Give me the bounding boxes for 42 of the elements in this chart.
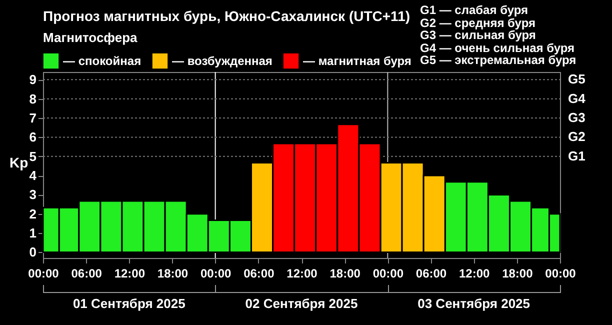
legend-label: — спокойная (63, 54, 142, 68)
chart-title: Прогноз магнитных бурь, Южно-Сахалинск (UTC+11) (43, 8, 410, 24)
text: G3 — сильная буря (420, 28, 536, 42)
text: G4 — очень сильная буря (420, 40, 575, 55)
x-tick-label: 12:00 (458, 266, 490, 280)
text: G1 — слабая буря (420, 3, 528, 17)
y-tick-label: 0 (29, 244, 36, 260)
x-tick-label: 00:00 (200, 266, 232, 280)
text: 03 Сентября 2025 (416, 296, 532, 311)
x-tick-label: 12:00 (114, 266, 146, 280)
x-tick-label: 18:00 (330, 266, 361, 280)
x-tick-label: 06:00 (71, 266, 102, 280)
legend-label: — магнитная буря (303, 54, 412, 68)
text: G5 — экстремальная буря (420, 53, 576, 68)
ref-line-label: G4 (568, 90, 586, 106)
legend-title: Магнитосфера (43, 30, 138, 45)
x-tick-label: 00:00 (545, 266, 576, 280)
x-tick-label: 00:00 (372, 266, 404, 280)
ref-line-label: G3 (568, 110, 586, 126)
legend-label: — возбужденная (172, 54, 272, 68)
y-tick-label: 5 (29, 148, 36, 164)
text: 01 Сентября 2025 (72, 296, 186, 311)
text: G2 — средняя буря (420, 16, 536, 30)
y-tick-label: 8 (29, 91, 36, 106)
y-tick-label: 6 (29, 130, 36, 145)
y-tick-label: 2 (29, 206, 36, 222)
text: 02 Сентября 2025 (244, 296, 359, 311)
x-tick-label: 06:00 (416, 266, 447, 280)
y-tick-label: 1 (29, 226, 36, 241)
y-tick-label: 7 (29, 110, 36, 126)
x-tick-label: 06:00 (244, 266, 275, 280)
y-tick-label: 4 (29, 168, 38, 184)
x-tick-label: 12:00 (286, 266, 318, 280)
ref-line-label: G1 (568, 148, 586, 164)
ref-line-label: G2 (568, 129, 586, 144)
y-tick-label: 3 (29, 187, 36, 202)
x-tick-label: 18:00 (157, 266, 188, 280)
y-tick-label: 9 (29, 72, 36, 88)
ref-line-label: G5 (568, 72, 586, 87)
x-tick-label: 00:00 (28, 266, 60, 280)
x-tick-label: 18:00 (502, 266, 534, 280)
y-axis-title: Kp (10, 154, 28, 170)
